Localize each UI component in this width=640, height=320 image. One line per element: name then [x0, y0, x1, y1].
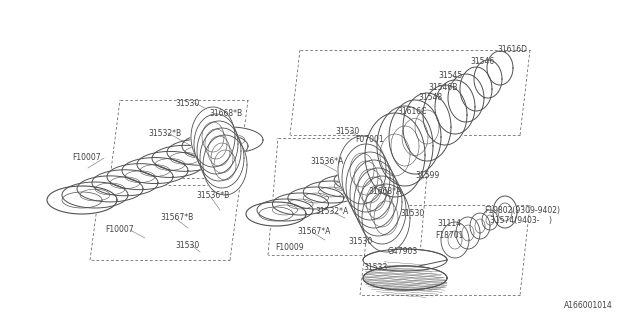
Polygon shape: [354, 168, 402, 236]
Text: 31668*A: 31668*A: [368, 188, 401, 196]
Polygon shape: [194, 114, 238, 174]
Polygon shape: [362, 184, 410, 252]
Text: 31567*A: 31567*A: [297, 228, 330, 236]
Text: 31530: 31530: [335, 126, 359, 135]
Text: F19802(9309-9402): F19802(9309-9402): [484, 205, 560, 214]
Polygon shape: [349, 163, 406, 185]
Polygon shape: [122, 157, 188, 184]
Polygon shape: [363, 266, 447, 290]
Text: F10009: F10009: [275, 244, 303, 252]
Polygon shape: [152, 145, 218, 171]
Polygon shape: [389, 100, 441, 174]
Polygon shape: [482, 210, 498, 230]
Polygon shape: [303, 181, 359, 203]
Text: 31530: 31530: [348, 237, 372, 246]
Polygon shape: [460, 67, 492, 111]
Polygon shape: [107, 164, 173, 190]
Polygon shape: [167, 139, 233, 165]
Text: 31536*B: 31536*B: [196, 191, 229, 201]
Text: 31546: 31546: [470, 58, 494, 67]
Polygon shape: [47, 186, 117, 214]
Polygon shape: [288, 187, 344, 209]
Text: 31616D: 31616D: [497, 45, 527, 54]
Polygon shape: [377, 106, 433, 186]
Polygon shape: [338, 136, 386, 204]
Polygon shape: [363, 249, 447, 271]
Polygon shape: [203, 135, 247, 195]
Polygon shape: [191, 107, 235, 167]
Text: 31530: 31530: [175, 241, 199, 250]
Text: 31546B: 31546B: [428, 83, 458, 92]
Polygon shape: [470, 213, 490, 239]
Polygon shape: [77, 176, 143, 202]
Text: 31599: 31599: [415, 171, 439, 180]
Polygon shape: [257, 199, 313, 221]
Polygon shape: [273, 193, 328, 215]
Polygon shape: [334, 169, 390, 191]
Polygon shape: [182, 133, 248, 159]
Text: 31530: 31530: [175, 99, 199, 108]
Text: F10007: F10007: [72, 154, 100, 163]
Polygon shape: [365, 157, 421, 179]
Polygon shape: [350, 160, 398, 228]
Polygon shape: [346, 152, 394, 220]
Text: 31545: 31545: [438, 70, 462, 79]
Polygon shape: [342, 144, 390, 212]
Text: A166001014: A166001014: [564, 301, 612, 310]
Polygon shape: [246, 202, 306, 226]
Text: 31536*A: 31536*A: [310, 157, 344, 166]
Text: 31548: 31548: [418, 92, 442, 101]
Polygon shape: [493, 196, 517, 228]
Polygon shape: [200, 128, 244, 188]
Polygon shape: [365, 113, 425, 197]
Text: 31114: 31114: [437, 219, 461, 228]
Polygon shape: [403, 93, 451, 161]
Polygon shape: [319, 175, 374, 197]
Text: 31567*B: 31567*B: [160, 213, 193, 222]
Polygon shape: [197, 127, 263, 153]
Polygon shape: [456, 217, 480, 249]
Polygon shape: [448, 74, 484, 122]
Polygon shape: [358, 176, 406, 244]
Text: 31574(9403-    ): 31574(9403- ): [490, 217, 552, 226]
Text: 31533: 31533: [363, 263, 387, 273]
Text: 31530: 31530: [400, 209, 424, 218]
Text: 31668*B: 31668*B: [209, 108, 242, 117]
Text: F18701: F18701: [435, 231, 463, 241]
Text: G47903: G47903: [388, 247, 419, 257]
Polygon shape: [423, 85, 467, 145]
Polygon shape: [92, 170, 158, 196]
Polygon shape: [474, 60, 502, 98]
Polygon shape: [487, 51, 513, 85]
Text: F10007: F10007: [105, 226, 134, 235]
Polygon shape: [197, 121, 241, 181]
Text: 31616C: 31616C: [397, 108, 426, 116]
Polygon shape: [137, 151, 203, 178]
Polygon shape: [62, 182, 128, 208]
Polygon shape: [441, 222, 469, 258]
Text: 31532*B: 31532*B: [148, 129, 181, 138]
Text: F07001: F07001: [355, 135, 383, 145]
Polygon shape: [435, 80, 475, 134]
Text: 31532*A: 31532*A: [315, 206, 348, 215]
